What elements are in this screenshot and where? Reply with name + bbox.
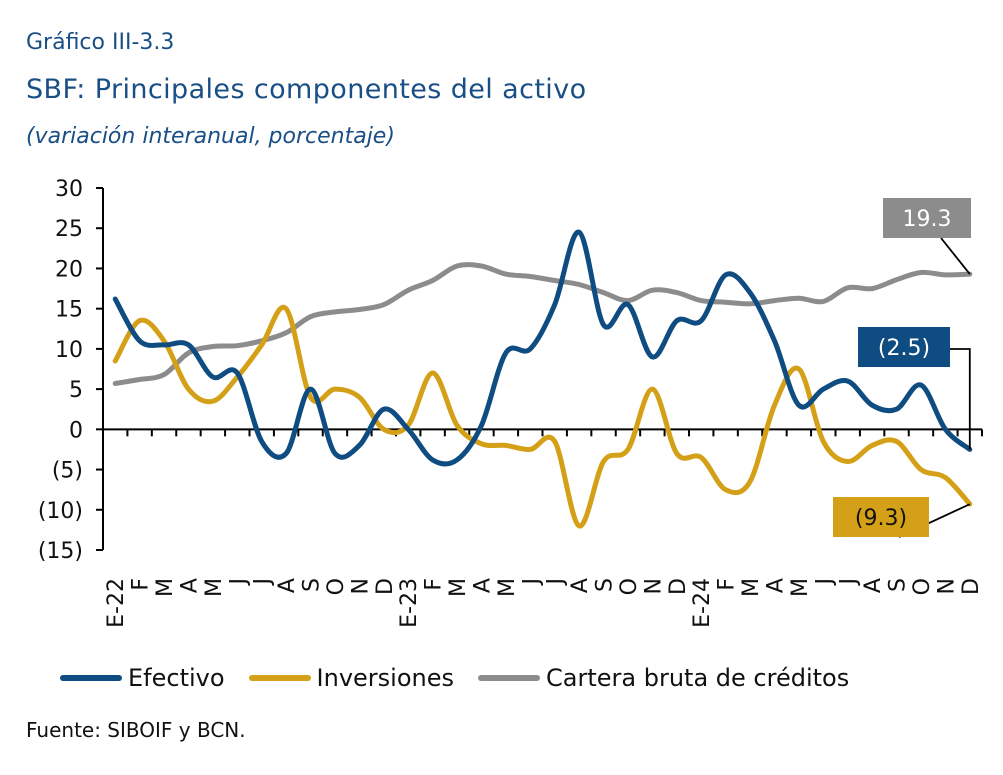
annotation-inversiones-box xyxy=(833,497,929,537)
x-tick-label: E-23 xyxy=(397,578,422,628)
x-tick-label: F xyxy=(422,578,447,591)
legend-swatch-inversiones xyxy=(248,675,311,681)
x-tick-label: N xyxy=(641,578,666,594)
y-tick-label: 30 xyxy=(55,177,83,202)
x-tick-label: E-24 xyxy=(690,578,715,628)
x-tick-label: E-22 xyxy=(104,578,129,628)
series-line-inversiones xyxy=(112,304,973,529)
y-tick-label: (5) xyxy=(52,459,83,484)
x-tick-label: D xyxy=(666,578,691,595)
chart-plot-area xyxy=(112,229,973,529)
legend-label-efectivo: Efectivo xyxy=(128,664,225,692)
series-line-efectivo xyxy=(112,229,973,467)
annotation-efectivo-text: (2.5) xyxy=(878,336,930,361)
x-tick-label: S xyxy=(886,578,911,592)
x-tick-label: J xyxy=(251,578,276,587)
legend-item-efectivo: Efectivo xyxy=(60,664,225,692)
x-tick-label: A xyxy=(861,578,886,593)
x-tick-label: J xyxy=(544,578,569,587)
annotation-cartera-box xyxy=(883,198,971,238)
y-tick-label: 20 xyxy=(55,257,83,282)
chart-legend: Efectivo Inversiones Cartera bruta de cr… xyxy=(60,664,873,692)
x-tick-label: M xyxy=(446,578,471,597)
x-tick-label: F xyxy=(129,578,154,591)
x-tick-label: J xyxy=(519,578,544,587)
annotation-efectivo-box xyxy=(858,327,950,367)
x-tick-label: N xyxy=(348,578,373,594)
y-tick-label: (10) xyxy=(38,499,83,524)
legend-swatch-efectivo xyxy=(60,675,122,681)
legend-item-cartera: Cartera bruta de créditos xyxy=(478,664,849,692)
x-tick-label: D xyxy=(373,578,398,595)
x-tick-label: M xyxy=(202,578,227,597)
y-tick-label: 5 xyxy=(69,378,83,403)
chart-label: Gráfico III-3.3 xyxy=(26,30,175,55)
annotation-inversiones-text: (9.3) xyxy=(855,506,907,531)
y-tick-label: 0 xyxy=(69,418,83,443)
x-tick-label: M xyxy=(788,578,813,597)
x-tick-label: O xyxy=(910,578,935,595)
chart-title: SBF: Principales componentes del activo xyxy=(26,74,587,105)
annotation-cartera-leader xyxy=(940,237,971,275)
chart-subtitle: (variación interanual, porcentaje) xyxy=(26,124,395,149)
x-tick-label: S xyxy=(593,578,618,592)
chart-annotations: 19.3 (2.5) (9.3) xyxy=(833,198,971,538)
x-tick-label: A xyxy=(275,578,300,593)
x-tick-label: M xyxy=(739,578,764,597)
x-tick-label: J xyxy=(226,578,251,587)
x-tick-label: M xyxy=(495,578,520,597)
x-tick-label: A xyxy=(177,578,202,593)
x-tick-label: M xyxy=(153,578,178,597)
x-tick-label: J xyxy=(812,578,837,587)
y-tick-label: (15) xyxy=(38,539,83,564)
legend-swatch-cartera xyxy=(478,675,541,681)
legend-item-inversiones: Inversiones xyxy=(248,664,455,692)
x-tick-label: N xyxy=(934,578,959,594)
legend-label-cartera: Cartera bruta de créditos xyxy=(546,664,850,692)
x-tick-label: F xyxy=(715,578,740,591)
series-line-cartera xyxy=(112,262,973,386)
x-tick-label: A xyxy=(763,578,788,593)
x-tick-label: J xyxy=(837,578,862,587)
y-tick-label: 10 xyxy=(55,338,83,363)
x-tick-label: A xyxy=(568,578,593,593)
y-tick-label: 25 xyxy=(55,217,83,242)
legend-label-inversiones: Inversiones xyxy=(316,664,455,692)
annotation-efectivo-leader xyxy=(950,348,971,450)
annotation-cartera-text: 19.3 xyxy=(903,207,952,232)
x-tick-label: A xyxy=(470,578,495,593)
x-tick-label: O xyxy=(324,578,349,595)
x-tick-label: D xyxy=(959,578,984,595)
x-tick-label: S xyxy=(300,578,325,592)
x-tick-label: O xyxy=(617,578,642,595)
source-note: Fuente: SIBOIF y BCN. xyxy=(26,718,246,742)
y-tick-label: 15 xyxy=(55,298,83,323)
